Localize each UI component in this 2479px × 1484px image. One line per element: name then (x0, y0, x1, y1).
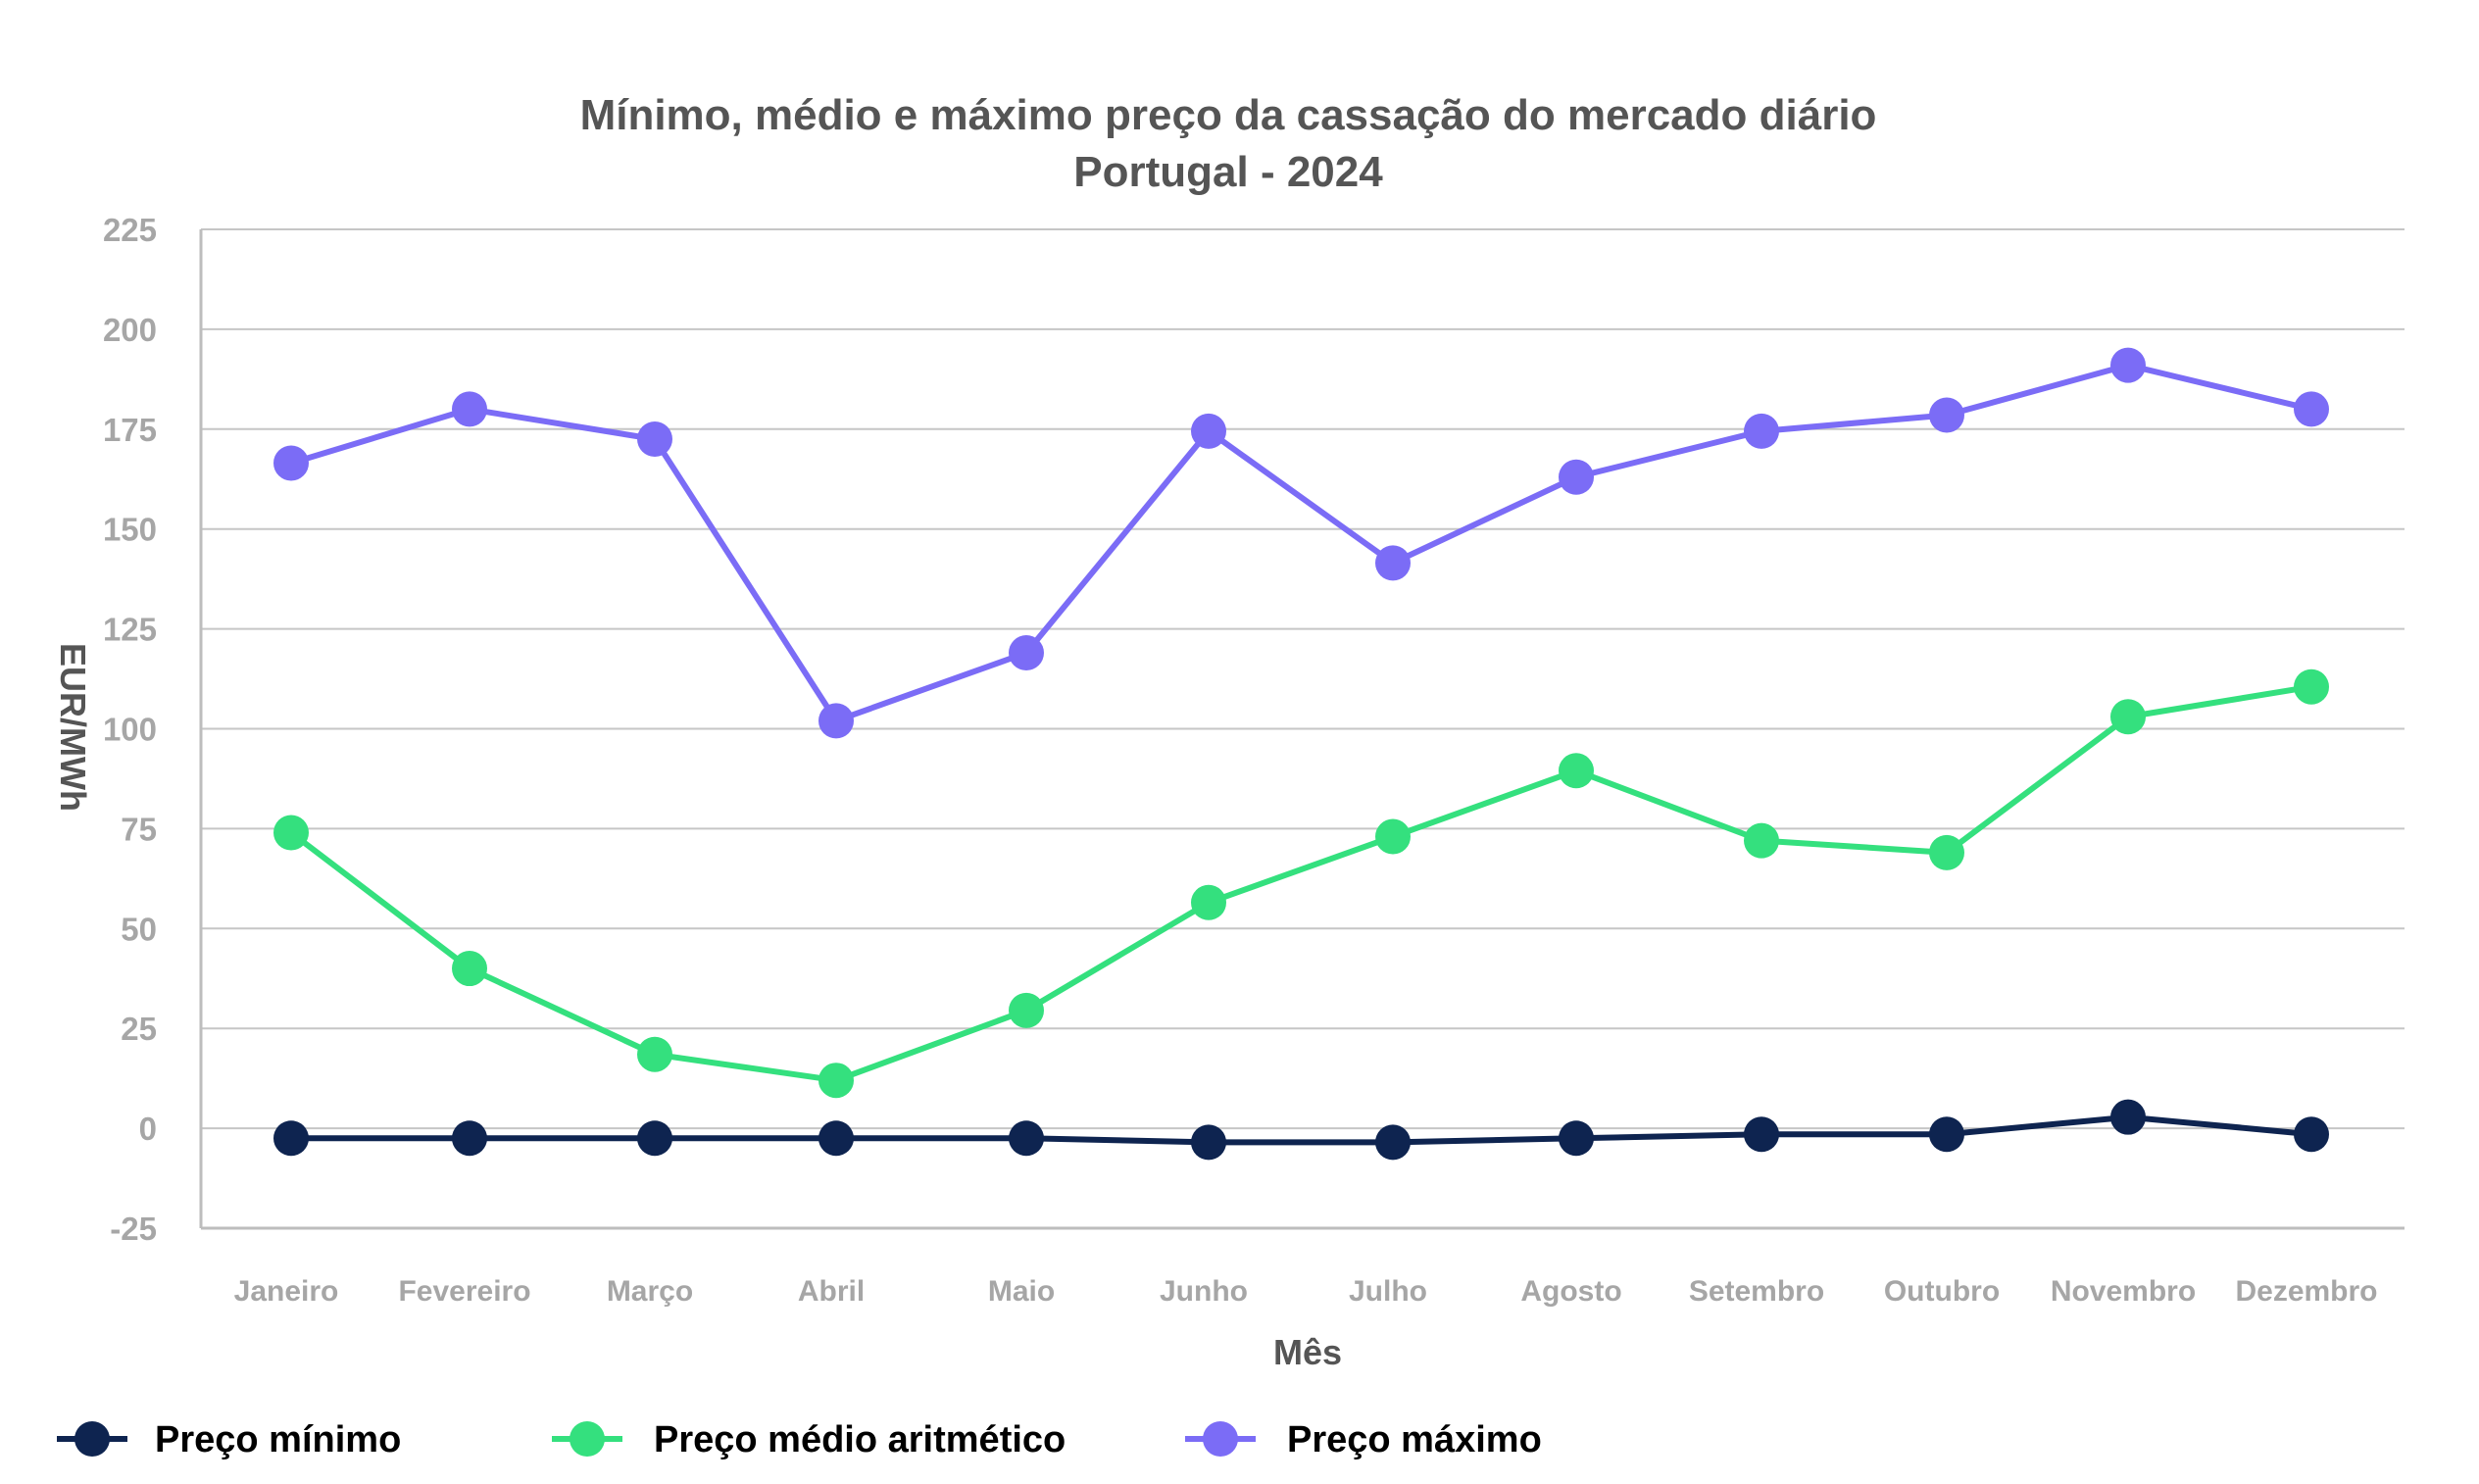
data-point (2294, 1116, 2329, 1153)
data-point (2110, 1099, 2146, 1135)
data-point (2110, 699, 2146, 735)
data-point (2110, 347, 2146, 383)
data-point (1375, 818, 1411, 855)
data-point (1744, 413, 1779, 449)
data-point (452, 1120, 487, 1157)
series-preco-minimo (273, 1099, 2329, 1161)
y-tick-label: 75 (121, 811, 157, 847)
data-point (1559, 1120, 1594, 1157)
legend-item: Preço máximo (1185, 1419, 1542, 1460)
x-tick-label: Fevereiro (398, 1275, 530, 1308)
data-point (637, 420, 672, 457)
data-point (2294, 668, 2329, 705)
data-point (1375, 1124, 1411, 1161)
data-point (1929, 1116, 1964, 1153)
data-point (2294, 391, 2329, 427)
y-tick-label: 0 (139, 1111, 157, 1147)
data-point (1559, 753, 1594, 789)
data-point (1009, 635, 1044, 671)
x-tick-label: Julho (1349, 1275, 1427, 1308)
series-group (273, 347, 2329, 1161)
series-line (289, 683, 2312, 1084)
y-tick-label: 50 (121, 911, 157, 947)
data-point (1009, 992, 1044, 1028)
legend-item: Preço médio aritmético (552, 1419, 1066, 1460)
axes (199, 229, 2405, 1230)
data-point (1559, 459, 1594, 495)
y-tick-label: 100 (103, 712, 157, 748)
data-point (273, 445, 309, 481)
x-axis-label: Mês (1273, 1332, 1342, 1372)
data-point (637, 1036, 672, 1072)
legend-label: Preço máximo (1287, 1419, 1542, 1460)
data-point (1191, 884, 1226, 920)
data-point (1929, 834, 1964, 870)
legend-item: Preço mínimo (57, 1419, 401, 1460)
legend-marker (74, 1421, 110, 1457)
legend-label: Preço mínimo (155, 1419, 401, 1460)
legend: Preço mínimo Preço médio aritmético Preço … (57, 1419, 1542, 1460)
series-line (290, 362, 2312, 724)
x-tick-label: Dezembro (2235, 1275, 2377, 1308)
y-tick-label: 125 (103, 612, 157, 648)
data-point (273, 815, 309, 851)
series-preco-medio-aritmetico (273, 668, 2329, 1099)
x-tick-label: Outubro (1884, 1275, 2000, 1308)
data-point (1929, 397, 1964, 433)
x-tick-label: Agosto (1520, 1275, 1621, 1308)
y-axis-ticks: -25 0 25 50 75 100 125 150 175 200 225 (103, 212, 157, 1247)
chart-title-line-1: Mínimo, médio e máximo preço da cassação… (580, 91, 1877, 139)
x-tick-label: Novembro (2051, 1275, 2196, 1308)
x-tick-label: Junho (1160, 1275, 1248, 1308)
series-preco-maximo (273, 347, 2329, 739)
data-point (1744, 1116, 1779, 1153)
y-tick-label: 200 (103, 312, 157, 348)
legend-marker (570, 1421, 605, 1457)
y-tick-label: 25 (121, 1011, 157, 1047)
y-axis-label: EUR/MWh (53, 643, 93, 812)
x-tick-label: Maio (988, 1275, 1055, 1308)
legend-label: Preço médio aritmético (654, 1419, 1066, 1460)
data-point (1191, 413, 1226, 449)
data-point (818, 1120, 854, 1157)
data-point (452, 391, 487, 427)
data-point (1744, 822, 1779, 859)
legend-marker (1203, 1421, 1238, 1457)
data-point (818, 703, 854, 739)
chart-title-line-2: Portugal - 2024 (1073, 148, 1383, 196)
x-tick-label: Abril (798, 1275, 865, 1308)
y-tick-label: 225 (103, 212, 157, 248)
y-tick-label: 150 (103, 512, 157, 548)
y-tick-label: 175 (103, 412, 157, 448)
gridlines (201, 228, 2405, 1130)
y-tick-label: -25 (110, 1211, 157, 1247)
data-point (1191, 1124, 1226, 1161)
data-point (452, 951, 487, 987)
x-tick-label: Janeiro (234, 1275, 339, 1308)
data-point (818, 1063, 854, 1099)
data-point (273, 1120, 309, 1157)
x-axis-ticks: Janeiro Fevereiro Março Abril Maio Junho Julho… (234, 1275, 2378, 1308)
data-point (1375, 545, 1411, 581)
series-line (291, 1113, 2312, 1146)
data-point (1009, 1120, 1044, 1157)
x-tick-label: Setembro (1689, 1275, 1824, 1308)
data-point (637, 1120, 672, 1157)
x-tick-label: Março (607, 1275, 693, 1308)
